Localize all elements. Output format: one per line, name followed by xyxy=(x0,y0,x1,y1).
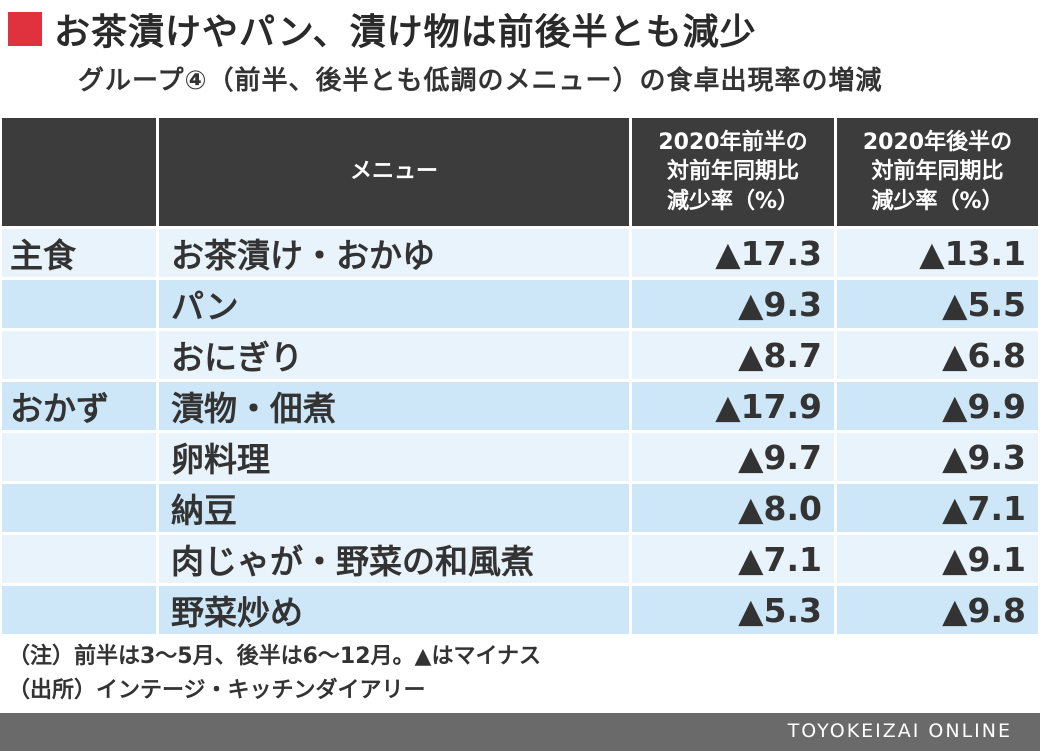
header-menu: メニュー xyxy=(159,118,632,226)
table-row: 主食 お茶漬け・おかゆ ▲17.3 ▲13.1 xyxy=(2,226,1038,277)
row-category xyxy=(2,430,159,481)
header-first-half: 2020年前半の 対前年同期比 減少率（%） xyxy=(632,118,837,226)
row-category: 主食 xyxy=(2,226,159,277)
page-title: お茶漬けやパン、漬け物は前後半とも減少 xyxy=(54,12,757,53)
row-category xyxy=(2,532,159,583)
data-table: メニュー 2020年前半の 対前年同期比 減少率（%） 2020年後半の 対前年… xyxy=(2,118,1038,634)
row-menu: お茶漬け・おかゆ xyxy=(159,226,632,277)
row-second-half-value: ▲13.1 xyxy=(837,226,1038,277)
row-first-half-value: ▲8.0 xyxy=(632,481,837,532)
row-first-half-value: ▲8.7 xyxy=(632,328,837,379)
row-first-half-value: ▲7.1 xyxy=(632,532,837,583)
title-accent-mark xyxy=(8,12,42,46)
row-menu: パン xyxy=(159,277,632,328)
footer-bar: TOYOKEIZAI ONLINE xyxy=(0,713,1040,751)
notes: （注）前半は3～5月、後半は6～12月。▲はマイナス （出所）インテージ・キッチ… xyxy=(8,640,541,708)
row-menu: 納豆 xyxy=(159,481,632,532)
table-row: 卵料理 ▲9.7 ▲9.3 xyxy=(2,430,1038,481)
header-second-half-line2: 対前年同期比 xyxy=(871,159,1004,185)
row-menu: 肉じゃが・野菜の和風煮 xyxy=(159,532,632,583)
row-first-half-value: ▲17.3 xyxy=(632,226,837,277)
row-category xyxy=(2,481,159,532)
row-menu: 野菜炒め xyxy=(159,583,632,634)
title-row: お茶漬けやパン、漬け物は前後半とも減少 xyxy=(8,4,757,54)
header-first-half-line2: 対前年同期比 xyxy=(666,159,799,185)
note-text: （注）前半は3～5月、後半は6～12月。▲はマイナス xyxy=(8,644,542,669)
source-text: （出所）インテージ・キッチンダイアリー xyxy=(8,678,426,703)
table-row: パン ▲9.3 ▲5.5 xyxy=(2,277,1038,328)
row-first-half-value: ▲9.7 xyxy=(632,430,837,481)
row-category xyxy=(2,583,159,634)
row-second-half-value: ▲9.1 xyxy=(837,532,1038,583)
page-subtitle: グループ④（前半、後半とも低調のメニュー）の食卓出現率の増減 xyxy=(78,66,883,96)
row-second-half-value: ▲9.8 xyxy=(837,583,1038,634)
row-menu: 卵料理 xyxy=(159,430,632,481)
table-header-row: メニュー 2020年前半の 対前年同期比 減少率（%） 2020年後半の 対前年… xyxy=(2,118,1038,226)
table-row: おかず 漬物・佃煮 ▲17.9 ▲9.9 xyxy=(2,379,1038,430)
row-second-half-value: ▲6.8 xyxy=(837,328,1038,379)
header-second-half: 2020年後半の 対前年同期比 減少率（%） xyxy=(837,118,1038,226)
table-row: 納豆 ▲8.0 ▲7.1 xyxy=(2,481,1038,532)
header-second-half-line1: 2020年後半の xyxy=(862,130,1013,156)
row-menu: 漬物・佃煮 xyxy=(159,379,632,430)
header-first-half-line3: 減少率（%） xyxy=(666,188,800,214)
table-row: 野菜炒め ▲5.3 ▲9.8 xyxy=(2,583,1038,634)
header-first-half-line1: 2020年前半の xyxy=(658,130,808,156)
row-second-half-value: ▲9.9 xyxy=(837,379,1038,430)
row-first-half-value: ▲5.3 xyxy=(632,583,837,634)
header-second-half-line3: 減少率（%） xyxy=(871,188,1004,214)
row-menu: おにぎり xyxy=(159,328,632,379)
table-row: おにぎり ▲8.7 ▲6.8 xyxy=(2,328,1038,379)
row-category xyxy=(2,328,159,379)
table-row: 肉じゃが・野菜の和風煮 ▲7.1 ▲9.1 xyxy=(2,532,1038,583)
publisher-label: TOYOKEIZAI ONLINE xyxy=(787,720,1012,742)
row-category: おかず xyxy=(2,379,159,430)
row-first-half-value: ▲9.3 xyxy=(632,277,837,328)
row-second-half-value: ▲7.1 xyxy=(837,481,1038,532)
row-category xyxy=(2,277,159,328)
header-category xyxy=(2,118,159,226)
row-second-half-value: ▲9.3 xyxy=(837,430,1038,481)
row-second-half-value: ▲5.5 xyxy=(837,277,1038,328)
row-first-half-value: ▲17.9 xyxy=(632,379,837,430)
